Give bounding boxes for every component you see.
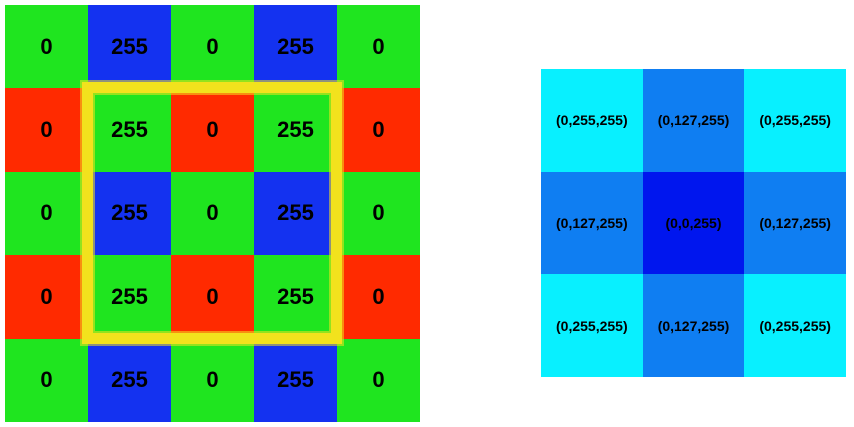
rgb-cell: (0,127,255) bbox=[642, 274, 745, 377]
rgb-cell: (0,255,255) bbox=[744, 274, 846, 377]
bayer-cell: 0 bbox=[5, 5, 88, 89]
bayer-cell: 255 bbox=[88, 5, 171, 89]
bayer-cell: 255 bbox=[88, 88, 171, 172]
bayer-cell: 0 bbox=[171, 338, 254, 422]
bayer-cell: 255 bbox=[254, 255, 337, 339]
bayer-cell: 0 bbox=[337, 5, 420, 89]
rgb-cell: (0,255,255) bbox=[541, 69, 643, 172]
bayer-cell: 0 bbox=[337, 171, 420, 256]
bayer-cell: 0 bbox=[171, 5, 254, 89]
bayer-cell: 0 bbox=[5, 171, 88, 256]
bayer-cell: 0 bbox=[5, 88, 88, 172]
bayer-cell: 255 bbox=[254, 338, 337, 422]
rgb-cell: (0,127,255) bbox=[642, 69, 745, 172]
bayer-cell: 255 bbox=[254, 171, 337, 256]
bayer-cell: 0 bbox=[337, 255, 420, 339]
rgb-output-grid: (0,255,255) (0,127,255) (0,255,255) (0,1… bbox=[541, 69, 846, 377]
bayer-pattern-grid: 0 255 0 255 0 0 255 0 255 0 0 255 0 255 … bbox=[5, 5, 420, 422]
rgb-cell: (0,255,255) bbox=[744, 69, 846, 172]
rgb-cell: (0,255,255) bbox=[541, 274, 643, 377]
rgb-cell: (0,127,255) bbox=[744, 171, 846, 275]
bayer-cell: 0 bbox=[171, 171, 254, 256]
bayer-cell: 255 bbox=[88, 338, 171, 422]
bayer-cell: 0 bbox=[337, 88, 420, 172]
bayer-cell: 255 bbox=[88, 171, 171, 256]
bayer-cell: 255 bbox=[88, 255, 171, 339]
bayer-cell: 255 bbox=[254, 88, 337, 172]
bayer-cell: 0 bbox=[5, 255, 88, 339]
bayer-cell: 0 bbox=[5, 338, 88, 422]
rgb-cell: (0,127,255) bbox=[541, 171, 643, 275]
bayer-cell: 255 bbox=[254, 5, 337, 89]
rgb-cell: (0,0,255) bbox=[642, 171, 745, 275]
bayer-cell: 0 bbox=[171, 88, 254, 172]
bayer-cell: 0 bbox=[171, 255, 254, 339]
bayer-cell: 0 bbox=[337, 338, 420, 422]
